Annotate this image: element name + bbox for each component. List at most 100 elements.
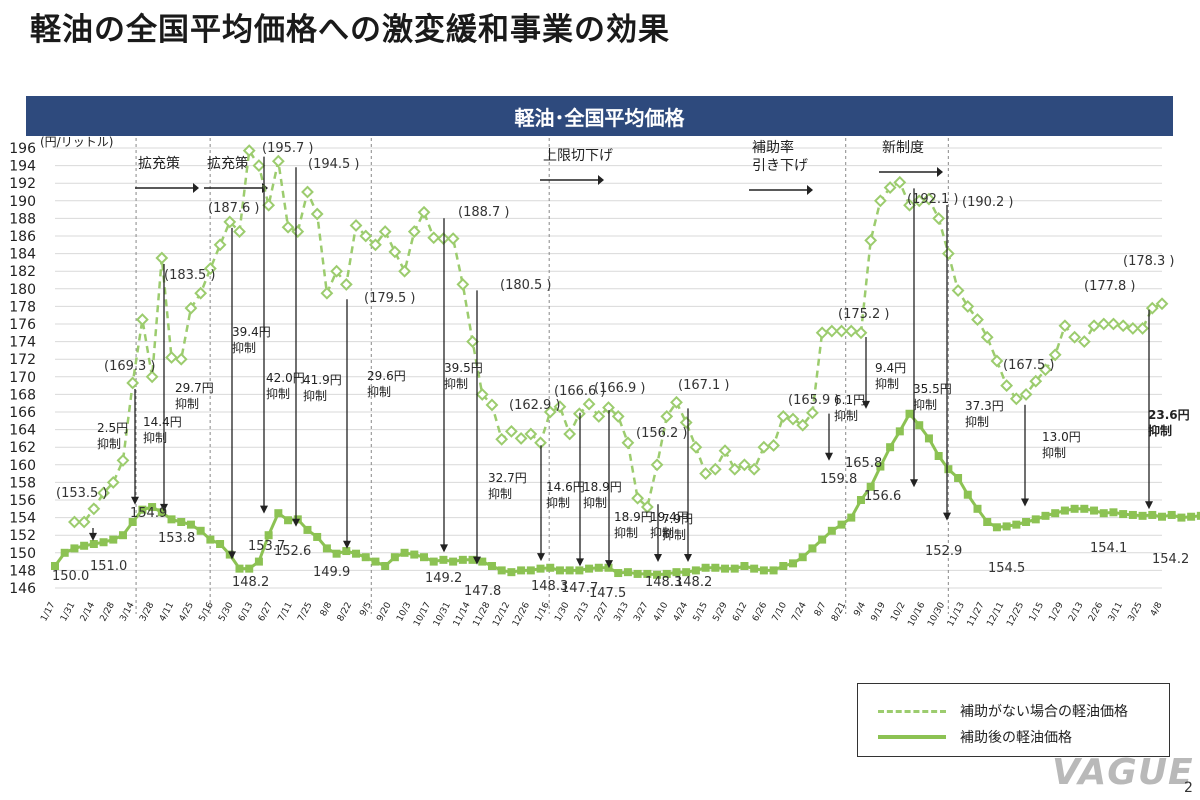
point-no-subsidy xyxy=(728,462,742,476)
phase-label: 上限切下げ xyxy=(543,148,613,164)
x-tick-label: 3/13 xyxy=(613,601,631,624)
point-with-subsidy xyxy=(497,566,506,575)
suppression-label: 19.4円 xyxy=(650,510,689,524)
point-with-subsidy xyxy=(837,520,846,529)
x-tick-label: 6/13 xyxy=(237,601,255,624)
point-no-subsidy xyxy=(466,335,479,349)
x-tick-label: 2/26 xyxy=(1087,600,1105,623)
point-with-subsidy xyxy=(633,569,642,578)
point-no-subsidy xyxy=(184,301,198,315)
value-label: 154.9 xyxy=(130,506,167,521)
point-with-subsidy xyxy=(284,516,293,525)
point-no-subsidy xyxy=(883,181,897,195)
x-tick-label: 10/3 xyxy=(395,601,413,624)
suppression-arrowhead xyxy=(605,560,613,569)
point-with-subsidy xyxy=(1138,511,1147,520)
x-tick-label: 3/28 xyxy=(138,600,156,623)
point-with-subsidy xyxy=(750,564,759,573)
point-with-subsidy xyxy=(1022,518,1031,526)
point-with-subsidy xyxy=(905,409,914,418)
point-no-subsidy xyxy=(912,194,926,208)
point-no-subsidy xyxy=(456,277,470,291)
point-no-subsidy xyxy=(922,192,936,206)
x-tick-label: 5/30 xyxy=(217,600,235,623)
x-tick-label: 12/26 xyxy=(511,600,532,628)
point-no-subsidy xyxy=(747,462,761,476)
point-with-subsidy xyxy=(653,570,662,579)
point-no-subsidy xyxy=(339,277,353,291)
point-with-subsidy xyxy=(1080,504,1089,513)
y-axis-label: (円/リットル) xyxy=(40,135,113,149)
legend-swatch-dashed xyxy=(878,709,946,713)
value-label: (167.5 ) xyxy=(1003,358,1055,373)
point-no-subsidy xyxy=(427,231,441,245)
point-with-subsidy xyxy=(701,563,710,572)
point-with-subsidy xyxy=(779,562,788,570)
suppression-label: 抑制 xyxy=(965,414,989,429)
x-tick-label: 11/13 xyxy=(946,601,967,629)
value-label: 148.3 xyxy=(531,579,568,594)
point-with-subsidy xyxy=(1196,511,1200,520)
value-label: 152.9 xyxy=(925,544,962,559)
value-label: (187.6 ) xyxy=(208,201,260,216)
y-tick-label: 184 xyxy=(9,247,36,263)
point-with-subsidy xyxy=(361,553,370,562)
point-no-subsidy xyxy=(359,229,373,243)
phase-dividers xyxy=(135,138,949,614)
point-no-subsidy xyxy=(310,207,324,221)
value-label: 150.0 xyxy=(52,569,89,584)
value-label: (180.5 ) xyxy=(500,278,552,293)
point-with-subsidy xyxy=(856,496,865,504)
point-with-subsidy xyxy=(730,564,739,573)
x-tick-label: 7/11 xyxy=(277,601,295,624)
x-tick-label: 8/21 xyxy=(830,601,848,624)
point-with-subsidy xyxy=(216,540,225,548)
point-with-subsidy xyxy=(808,544,817,553)
value-label: (167.1 ) xyxy=(678,378,730,393)
x-tick-label: 11/28 xyxy=(472,600,493,628)
legend-item-no-subsidy: 補助がない場合の軽油価格 xyxy=(878,701,1128,721)
point-no-subsidy xyxy=(398,264,411,278)
point-no-subsidy xyxy=(126,376,140,390)
point-with-subsidy xyxy=(439,555,448,564)
suppression-label: 抑制 xyxy=(444,376,468,391)
suppression-arrowhead xyxy=(440,544,448,553)
suppression-label: 6.1円 xyxy=(834,393,865,407)
point-no-subsidy xyxy=(485,398,499,412)
suppression-label: 29.7円 xyxy=(175,381,214,395)
point-with-subsidy xyxy=(963,490,972,499)
value-label: (177.8 ) xyxy=(1084,279,1136,294)
y-tick-label: 148 xyxy=(9,563,36,579)
suppression-label: 抑制 xyxy=(913,397,937,412)
point-no-subsidy xyxy=(592,409,606,423)
point-no-subsidy xyxy=(621,436,635,450)
suppression-label: 7.9円 xyxy=(662,512,693,526)
suppression-label: 抑制 xyxy=(546,495,570,510)
x-axis: 1/17 1/31 2/14 2/28 3/14 3/28 4/11 4/25 5/16 5/30… xyxy=(39,600,1164,628)
x-tick-label: 11/27 xyxy=(966,601,987,629)
point-with-subsidy xyxy=(449,557,458,566)
point-with-subsidy xyxy=(157,508,166,517)
point-with-subsidy xyxy=(196,526,205,535)
point-no-subsidy xyxy=(1000,379,1014,393)
point-with-subsidy xyxy=(303,525,312,534)
point-with-subsidy xyxy=(264,531,273,540)
x-tick-label: 4/11 xyxy=(158,601,176,624)
suppression-label: 2.5円 xyxy=(97,421,128,435)
y-tick-label: 158 xyxy=(9,475,36,491)
point-no-subsidy xyxy=(68,515,81,529)
point-no-subsidy xyxy=(670,395,683,409)
point-no-subsidy xyxy=(980,330,994,344)
point-with-subsidy xyxy=(847,513,856,522)
point-no-subsidy xyxy=(291,225,305,239)
point-with-subsidy xyxy=(866,482,875,491)
suppression-label: 35.5円 xyxy=(913,382,952,396)
x-tick-label: 1/17 xyxy=(39,601,57,624)
suppression-label: 抑制 xyxy=(488,486,512,501)
x-tick-label: 12/25 xyxy=(1005,601,1026,629)
point-no-subsidy xyxy=(835,324,848,338)
point-no-subsidy xyxy=(495,432,509,446)
suppression-label: 42.0円 xyxy=(266,371,305,385)
